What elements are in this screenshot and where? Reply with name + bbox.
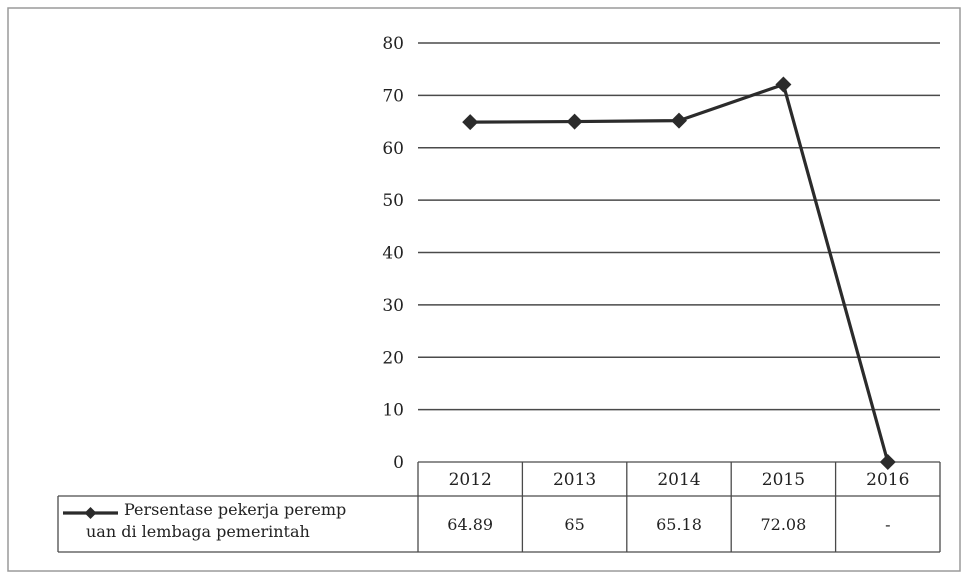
table-value-2016: -: [885, 515, 890, 534]
y-tick-label-10: 10: [382, 401, 404, 421]
y-axis-ticks: 0 10 20 30 40 50 60 70 80: [382, 34, 404, 473]
series-layer: [462, 76, 896, 470]
data-table: 2012 2013 2014 2015 2016 64.89 65 65.18 72.08 -: [57, 461, 941, 553]
legend-series-name: Persentase pekerja peremp uan di lembaga …: [86, 500, 346, 541]
data-point-2014: [671, 112, 687, 129]
category-label-2014: 2014: [657, 470, 700, 490]
chart-border: [7, 7, 961, 572]
category-label-2016: 2016: [866, 470, 909, 490]
table-value-2015: 72.08: [760, 515, 806, 534]
category-label-2013: 2013: [553, 470, 596, 490]
y-tick-label-80: 80: [382, 34, 404, 54]
series-line: [470, 82, 890, 463]
data-point-2013: [566, 113, 583, 130]
y-tick-label-60: 60: [382, 139, 404, 159]
category-label-2012: 2012: [449, 470, 492, 490]
table-value-2013: 65: [564, 515, 584, 534]
y-tick-label-30: 30: [382, 296, 404, 316]
y-tick-label-70: 70: [382, 86, 404, 106]
y-tick-label-0: 0: [393, 453, 404, 473]
category-label-2015: 2015: [762, 470, 805, 490]
y-tick-label-50: 50: [382, 191, 404, 211]
gridlines: [418, 42, 940, 411]
data-point-2016: [879, 454, 896, 470]
table-value-2014: 65.18: [656, 515, 702, 534]
data-point-2015: [775, 76, 792, 93]
table-value-2012: 64.89: [447, 515, 493, 534]
legend: Persentase pekerja peremp uan di lembaga …: [63, 500, 346, 541]
legend-marker: [84, 507, 97, 519]
y-tick-label-20: 20: [382, 348, 404, 368]
data-point-2012: [462, 114, 479, 131]
y-tick-label-40: 40: [382, 244, 404, 264]
